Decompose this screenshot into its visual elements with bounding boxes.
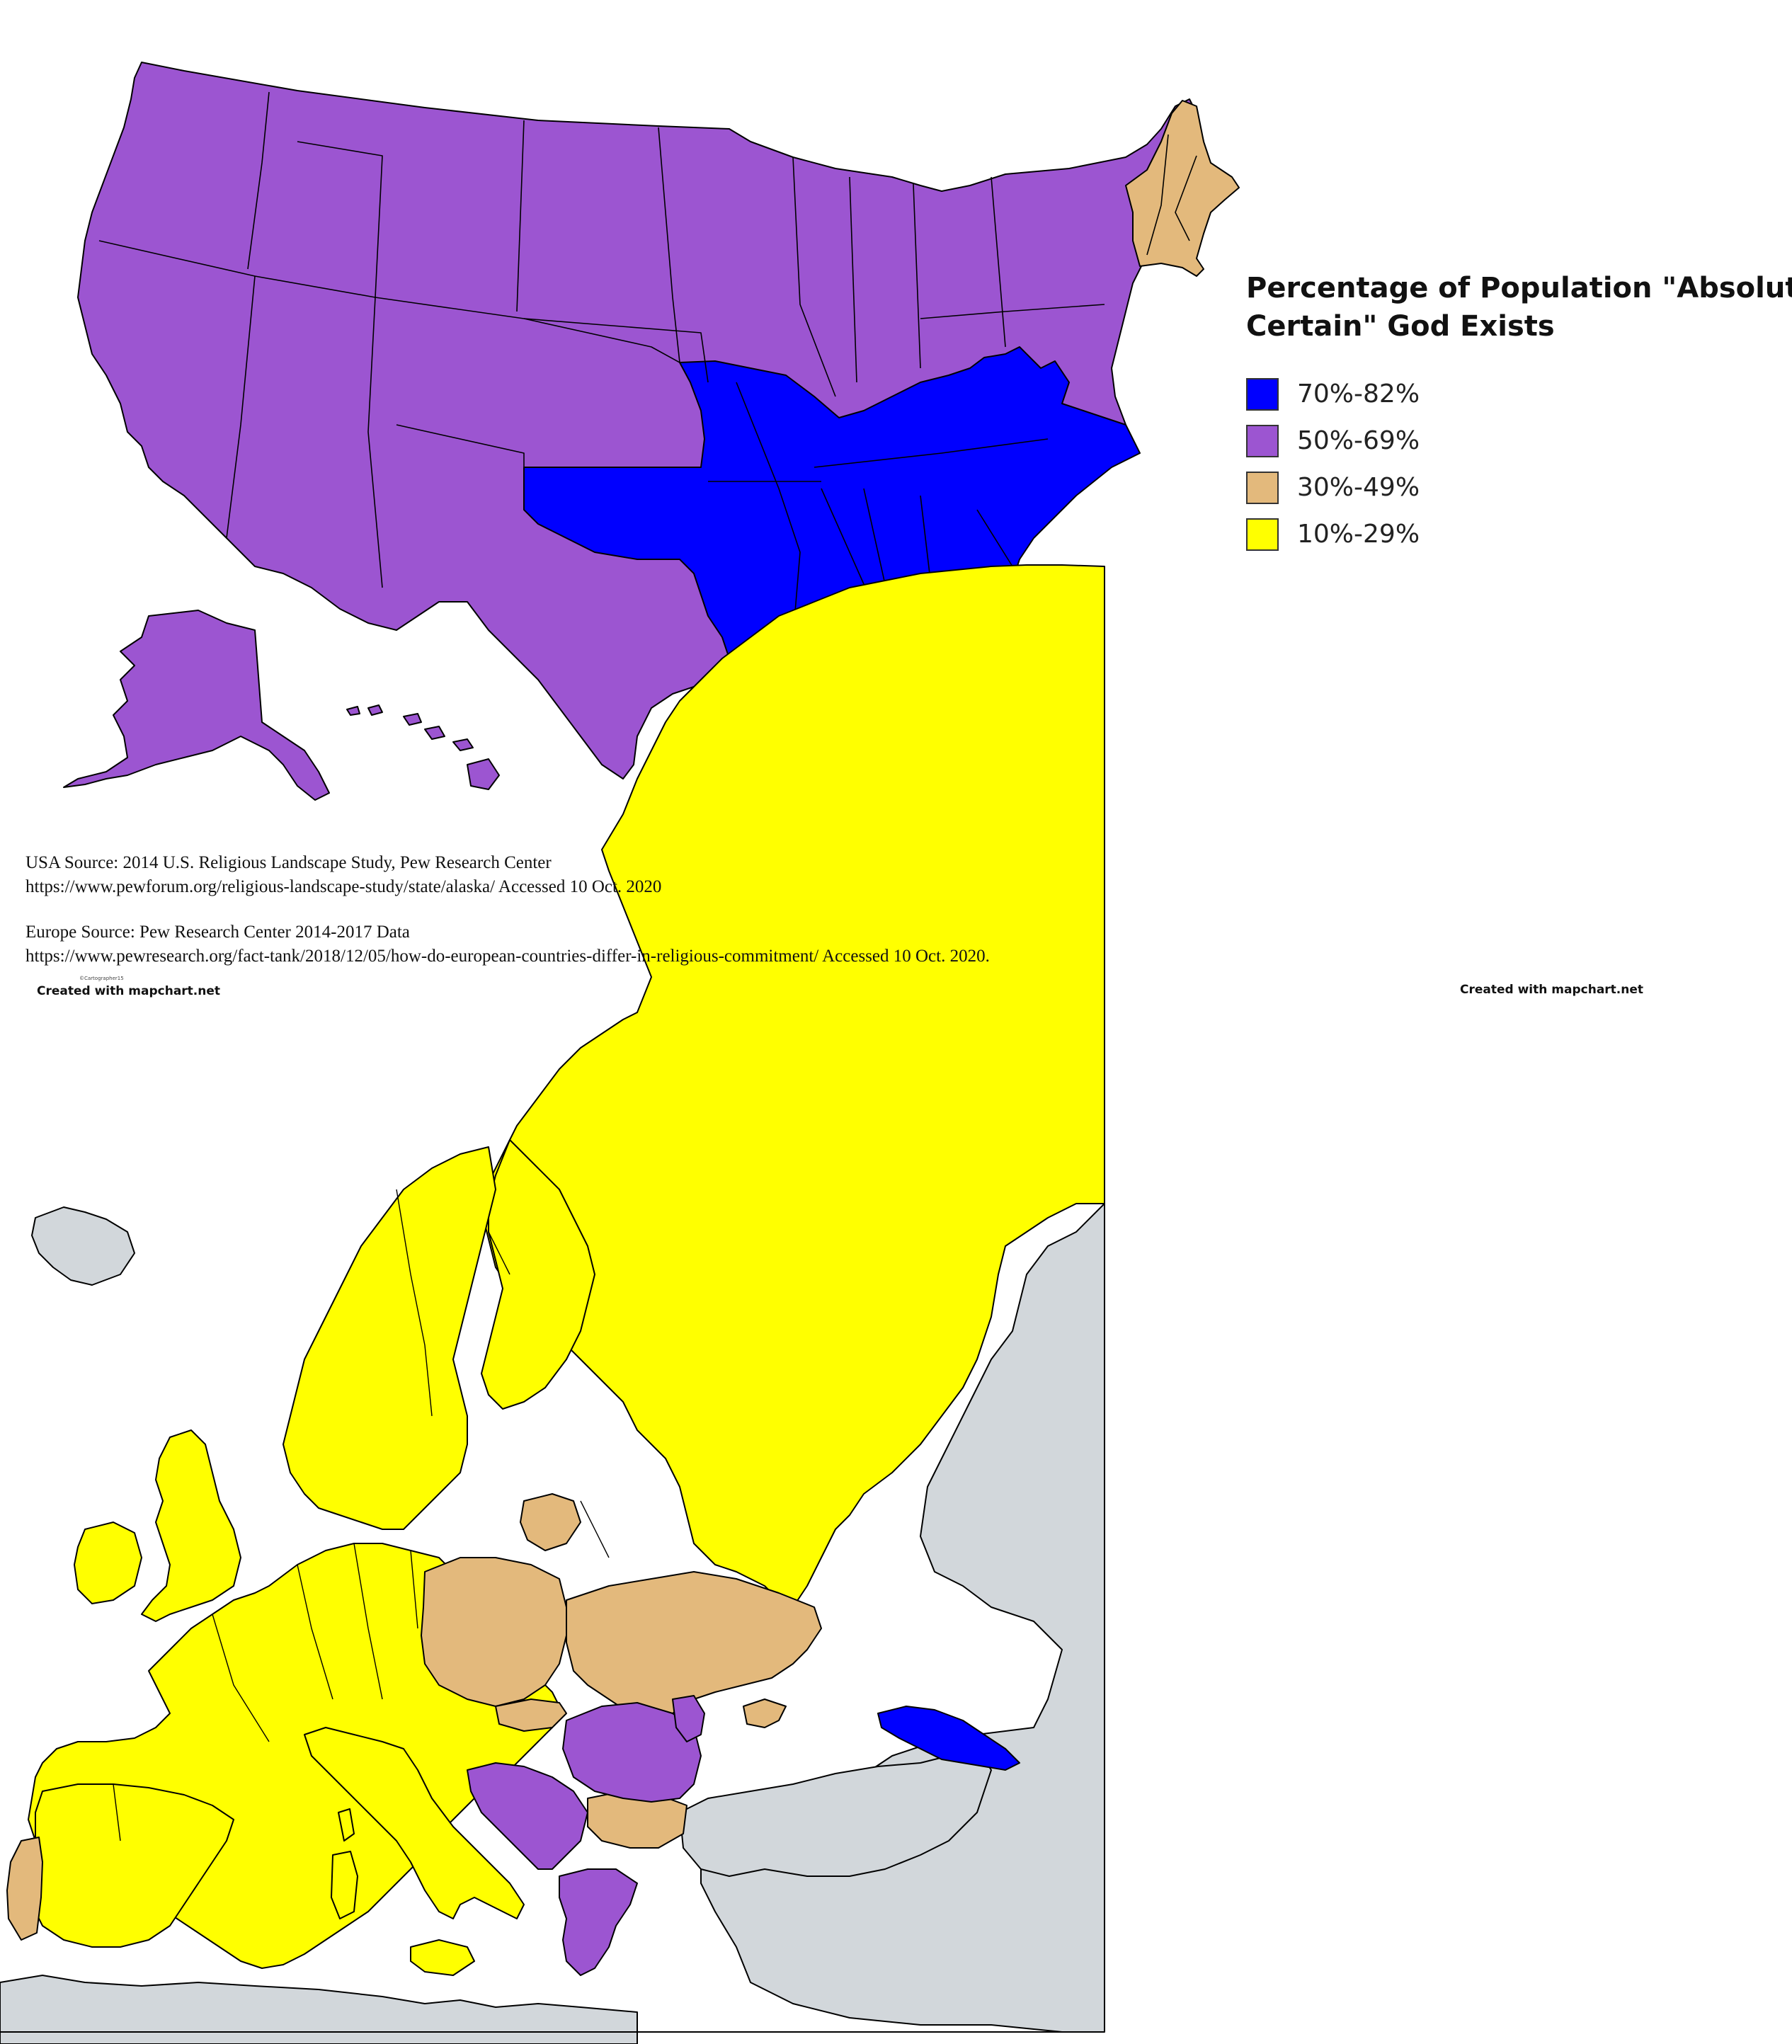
legend: Percentage of Population "Absolutely Cer…	[1246, 269, 1792, 346]
usa-source-line2: https://www.pewforum.org/religious-lands…	[25, 877, 662, 896]
legend-label: 50%-69%	[1297, 426, 1420, 455]
europe-north-africa	[0, 1975, 638, 2044]
usa-source-line1: USA Source: 2014 U.S. Religious Landscap…	[25, 853, 552, 872]
europe-romania	[562, 1702, 702, 1803]
legend-swatch	[1246, 378, 1279, 411]
usa-hawaii	[346, 704, 500, 790]
legend-label: 70%-82%	[1297, 379, 1420, 409]
europe-iceland	[31, 1206, 135, 1286]
legend-swatch	[1246, 472, 1279, 504]
europe-sicily	[410, 1939, 475, 1976]
legend-title: Percentage of Population "Absolutely Cer…	[1246, 269, 1792, 346]
legend-swatch	[1246, 425, 1279, 457]
europe-italy	[304, 1727, 525, 1919]
europe-source-line2: https://www.pewresearch.org/fact-tank/20…	[25, 947, 990, 966]
credit-right: Created with mapchart.net	[1460, 983, 1644, 997]
europe-ireland	[74, 1521, 142, 1604]
legend-title-line2: Certain" God Exists	[1246, 310, 1555, 343]
europe-corsica	[338, 1808, 355, 1842]
europe-country-borders	[113, 1189, 610, 1842]
legend-item-50-69: 50%-69%	[1246, 425, 1529, 459]
watermark: ©Cartographer15	[79, 976, 124, 981]
legend-label: 10%-29%	[1297, 520, 1420, 549]
legend-label: 30%-49%	[1297, 473, 1420, 502]
usa-alaska	[63, 610, 330, 801]
legend-item-10-29: 10%-29%	[1246, 518, 1529, 552]
europe-scandinavia	[283, 1146, 496, 1530]
europe-finland	[481, 1139, 595, 1410]
europe-portugal	[6, 1837, 43, 1941]
legend-swatch	[1246, 518, 1279, 551]
usa-state-borders	[98, 91, 1197, 638]
europe-slovakia	[495, 1698, 567, 1732]
europe-georgia-armenia	[877, 1706, 1020, 1771]
europe-greece	[559, 1868, 638, 1976]
legend-item-30-49: 30%-49%	[1246, 472, 1529, 506]
europe-map	[0, 564, 1105, 2044]
legend-item-70-82: 70%-82%	[1246, 378, 1529, 412]
usa-new-england	[1125, 100, 1240, 277]
europe-ukraine	[566, 1571, 822, 1721]
europe-moldova	[672, 1695, 705, 1742]
europe-poland	[421, 1557, 567, 1707]
europe-britain	[141, 1429, 241, 1622]
europe-balkans	[467, 1762, 588, 1870]
europe-source-line1: Europe Source: Pew Research Center 2014-…	[25, 923, 410, 942]
europe-sardinia	[331, 1851, 358, 1919]
legend-title-line1: Percentage of Population "Absolutely	[1246, 272, 1792, 304]
credit-left: Created with mapchart.net	[37, 984, 221, 998]
europe-turkey	[679, 1748, 992, 1877]
europe-lithuania	[520, 1493, 581, 1551]
europe-crimea	[743, 1698, 787, 1728]
